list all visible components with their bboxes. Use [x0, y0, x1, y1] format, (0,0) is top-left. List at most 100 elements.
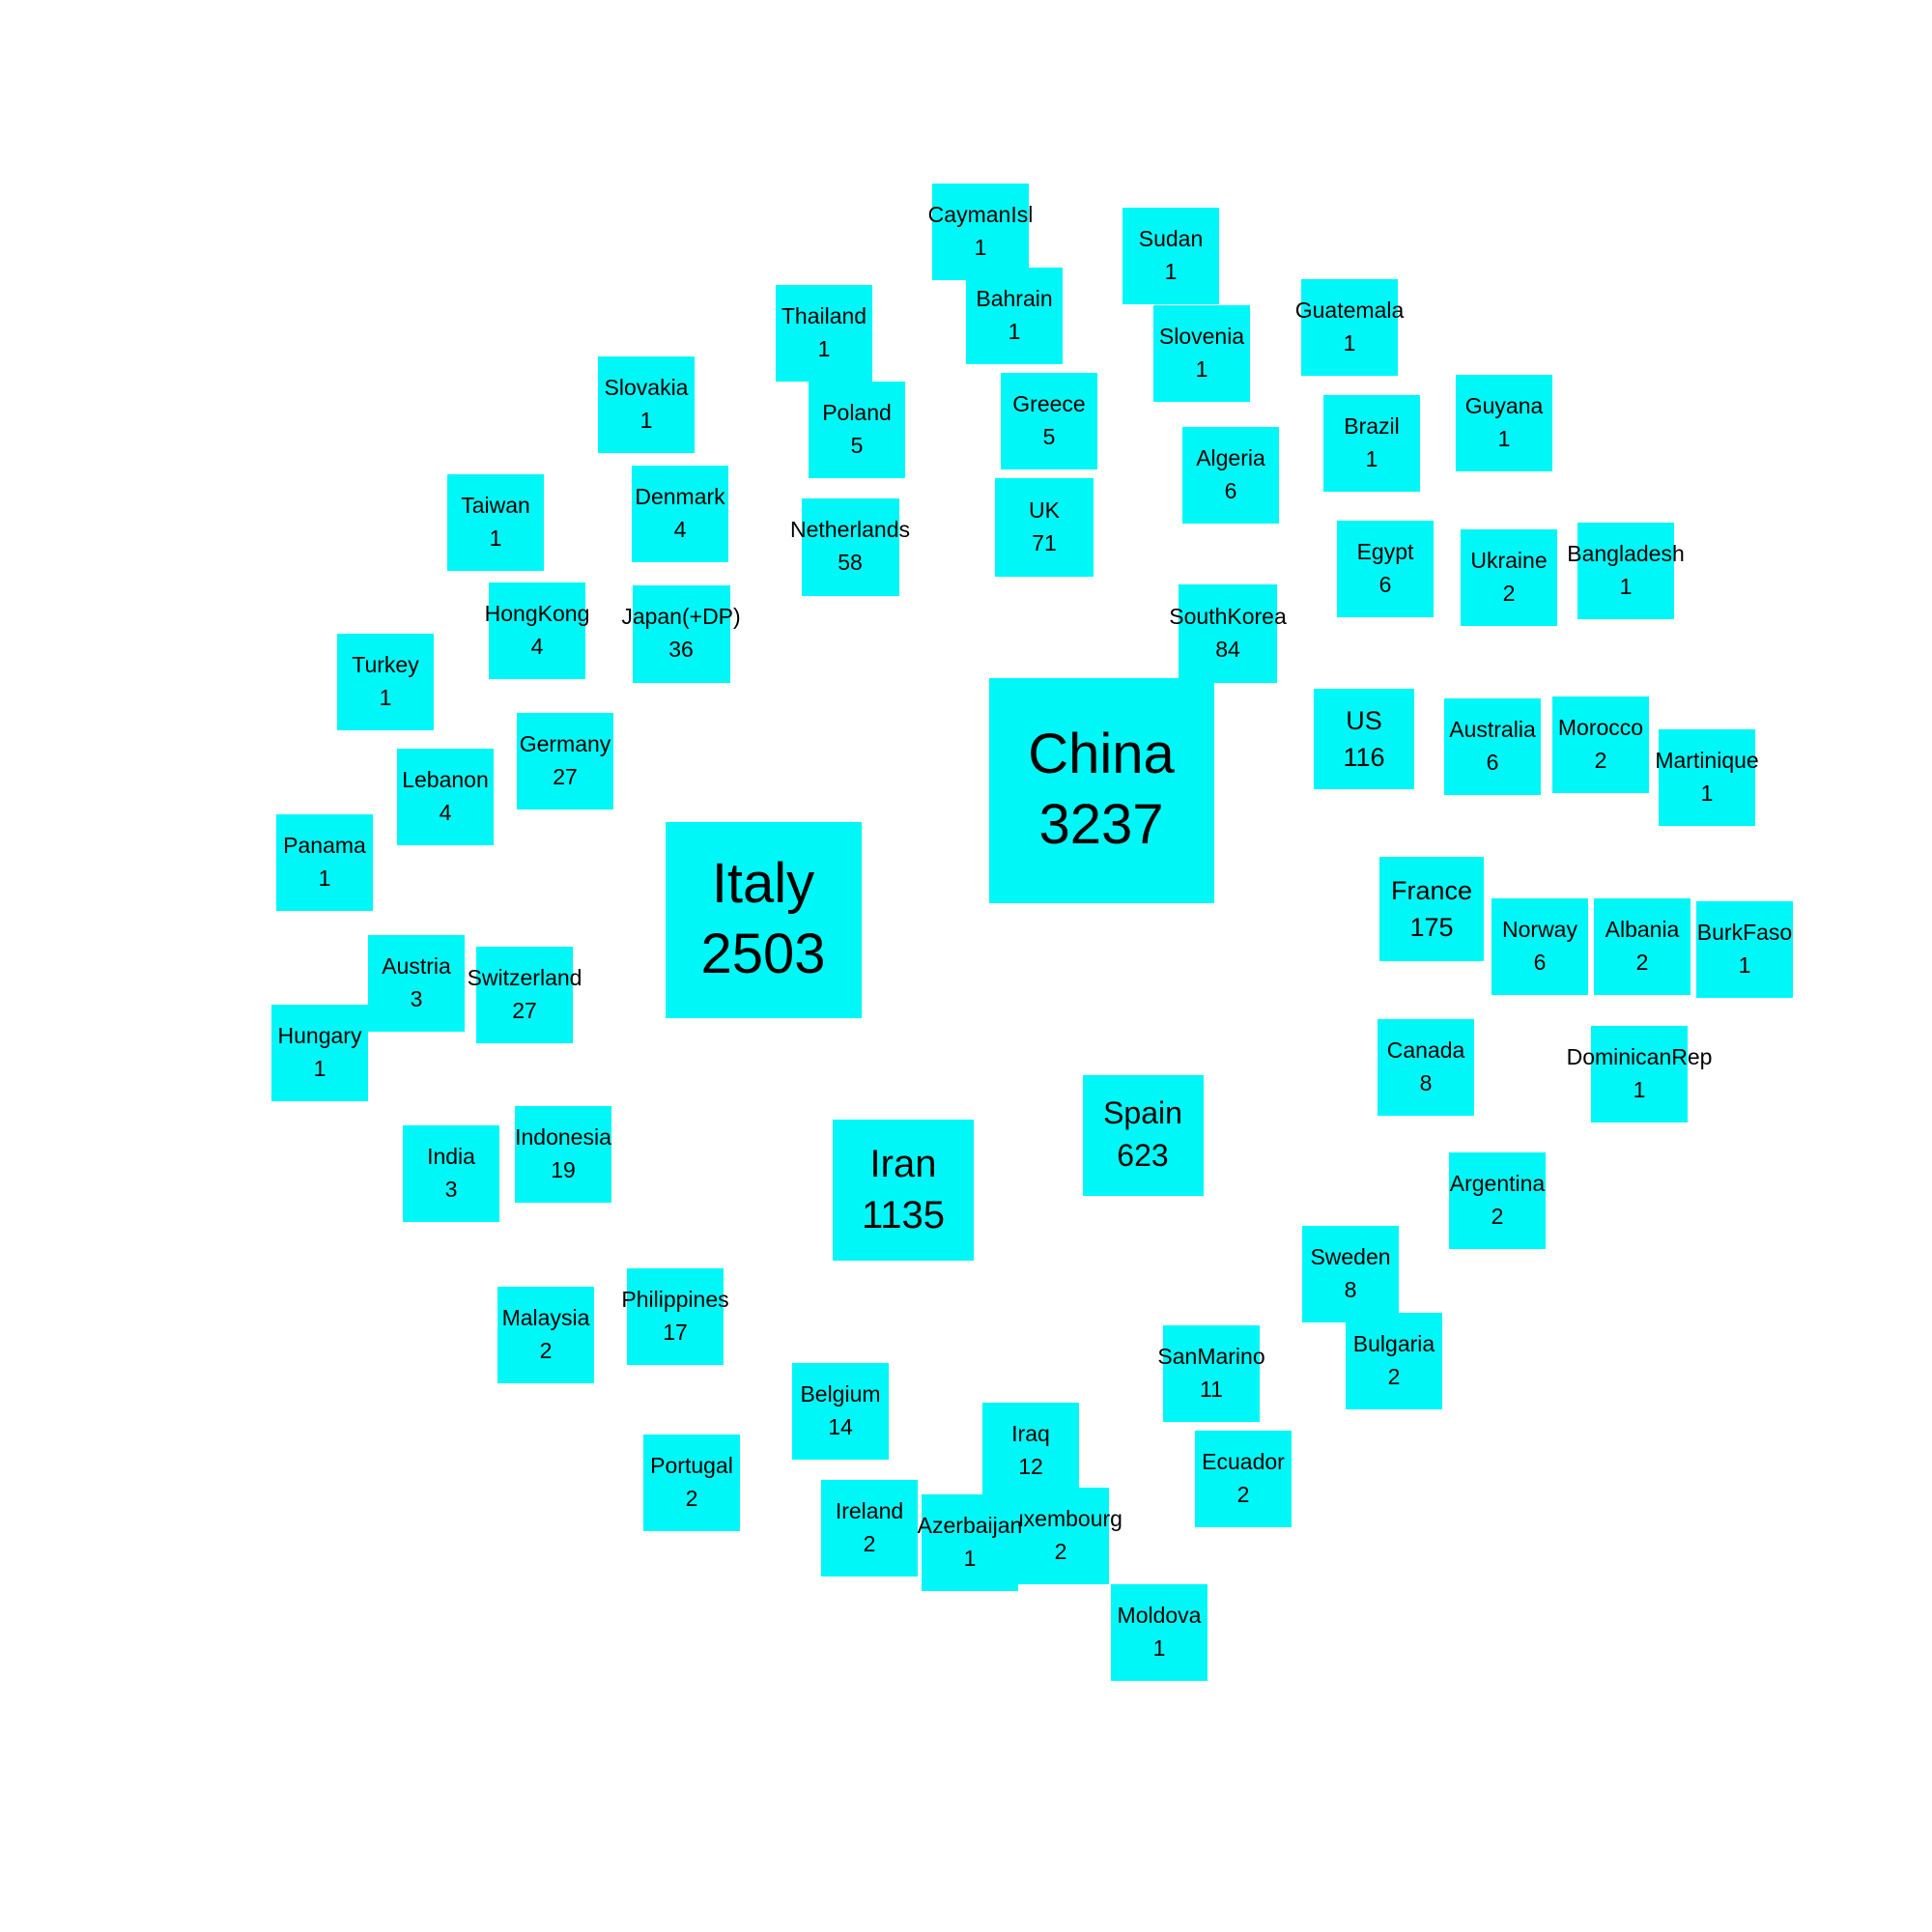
country-name: Japan(+DP): [621, 604, 741, 630]
country-node: Guyana 1: [1456, 375, 1552, 471]
country-node: Turkey 1: [337, 634, 434, 730]
country-node: Italy 2503: [665, 821, 862, 1018]
country-node: Japan(+DP) 36: [621, 584, 741, 683]
country-node: Iran 1135: [833, 1120, 974, 1261]
country-node: Malaysia 2: [497, 1287, 594, 1383]
country-count: 12: [1018, 1454, 1043, 1479]
country-name: Denmark: [635, 484, 725, 510]
country-name: Indonesia: [515, 1124, 611, 1151]
country-name: Guatemala: [1294, 298, 1405, 324]
country-node: Slovakia 1: [598, 356, 695, 453]
country-name: Ireland: [835, 1498, 904, 1524]
country-name: Italy: [711, 852, 815, 916]
country-node: CaymanIsl 1: [928, 184, 1033, 280]
country-count: 1: [1164, 259, 1178, 284]
country-count: 1: [1152, 1635, 1166, 1661]
country-name: Iraq: [1011, 1421, 1050, 1447]
country-node: Morocco 2: [1552, 696, 1649, 793]
country-name: Lebanon: [402, 767, 489, 793]
country-count: 175: [1409, 913, 1454, 942]
country-name: China: [1028, 723, 1175, 786]
country-count: 1: [639, 408, 653, 433]
country-node: Ukraine 2: [1461, 529, 1557, 626]
country-count: 1: [974, 235, 987, 260]
country-name: Brazil: [1344, 413, 1400, 440]
country-count: 6: [1486, 750, 1499, 775]
country-count: 1: [1343, 330, 1356, 355]
country-count: 27: [553, 764, 578, 789]
country-count: 2: [1594, 748, 1607, 773]
country-count: 84: [1215, 637, 1240, 662]
country-count: 1: [489, 526, 502, 551]
country-count: 14: [828, 1414, 853, 1439]
country-node: Algeria 6: [1182, 427, 1279, 524]
country-node: Luxembourg 2: [999, 1488, 1122, 1584]
country-count: 27: [512, 998, 537, 1023]
country-node: Switzerland 27: [468, 947, 582, 1043]
country-count: 1: [1619, 574, 1633, 599]
country-count: 6: [1378, 572, 1392, 597]
country-node: Panama 1: [276, 814, 373, 911]
country-count: 2: [1491, 1204, 1504, 1229]
country-name: Luxembourg: [999, 1506, 1122, 1532]
country-name: Martinique: [1655, 748, 1759, 774]
country-node: Sudan 1: [1122, 208, 1219, 304]
country-node: Taiwan 1: [447, 474, 544, 571]
country-node: Australia 6: [1444, 698, 1541, 795]
country-name: Bahrain: [976, 286, 1053, 312]
country-name: Egypt: [1356, 539, 1414, 565]
country-count: 2503: [700, 923, 826, 985]
country-count: 1: [1365, 446, 1378, 471]
country-name: Azerbaijan: [917, 1513, 1023, 1539]
country-name: Sweden: [1310, 1244, 1391, 1270]
country-node: Bulgaria 2: [1346, 1313, 1442, 1409]
country-count: 36: [668, 637, 694, 662]
country-count: 2: [1054, 1539, 1067, 1564]
country-node: Martinique 1: [1655, 729, 1759, 826]
country-count: 1: [379, 685, 392, 710]
country-name: Greece: [1012, 391, 1086, 417]
country-name: Argentina: [1449, 1171, 1546, 1197]
country-node: BurkFaso 1: [1696, 901, 1793, 998]
country-node: Bangladesh 1: [1567, 523, 1685, 619]
country-node: Ireland 2: [821, 1480, 918, 1577]
country-node: Austria 3: [368, 935, 465, 1032]
country-name: Australia: [1449, 717, 1536, 743]
country-count: 8: [1344, 1277, 1357, 1302]
country-name: Malaysia: [501, 1305, 590, 1331]
country-name: Panama: [283, 833, 366, 859]
country-name: Netherlands: [789, 517, 911, 543]
country-node: Lebanon 4: [397, 749, 494, 845]
country-name: BurkFaso: [1696, 920, 1793, 946]
country-count: 6: [1533, 950, 1547, 975]
country-node: Guatemala 1: [1295, 279, 1404, 376]
country-node: Slovenia 1: [1153, 305, 1250, 402]
country-name: Austria: [382, 953, 451, 980]
country-node: Indonesia 19: [515, 1106, 611, 1203]
country-count: 17: [663, 1320, 688, 1345]
country-name: France: [1390, 875, 1473, 905]
country-node: Poland 5: [809, 382, 905, 478]
country-name: Slovenia: [1158, 324, 1245, 350]
country-count: 116: [1343, 743, 1385, 772]
country-node: Iraq 12: [982, 1403, 1079, 1499]
country-name: Belgium: [800, 1381, 881, 1407]
country-count: 2: [1502, 581, 1516, 606]
country-name: SouthKorea: [1169, 604, 1287, 630]
country-node: Albania 2: [1594, 898, 1690, 995]
country-node: Greece 5: [1001, 373, 1097, 469]
country-count: 11: [1200, 1377, 1223, 1402]
country-count: 19: [551, 1157, 576, 1182]
country-count: 2: [1236, 1482, 1250, 1507]
country-count: 1: [817, 336, 831, 361]
country-node: Thailand 1: [776, 285, 872, 382]
country-node: Azerbaijan 1: [918, 1494, 1022, 1591]
country-name: Guyana: [1464, 393, 1544, 419]
country-name: Ukraine: [1470, 548, 1548, 574]
country-count: 2: [685, 1486, 698, 1511]
country-name: SanMarino: [1157, 1344, 1265, 1370]
country-count: 623: [1117, 1138, 1169, 1173]
country-name: Turkey: [352, 652, 419, 678]
country-count: 1: [1195, 356, 1208, 382]
